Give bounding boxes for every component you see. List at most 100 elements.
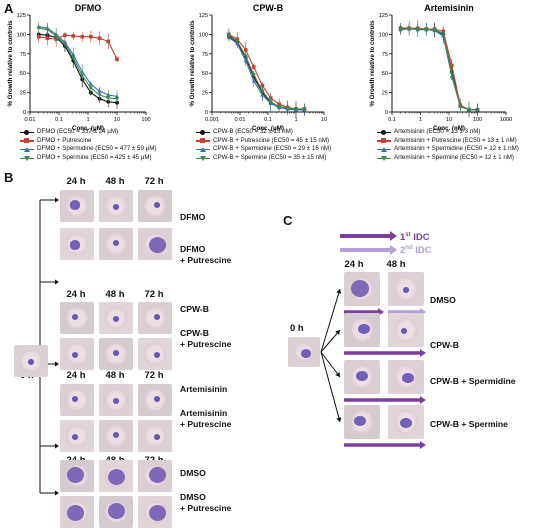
legend-first-idc-number: 1 (400, 232, 406, 244)
micrograph-tile (99, 460, 133, 492)
branch-arrow (320, 288, 341, 353)
legend-second-idc-text: IDC (412, 245, 432, 257)
parasite (107, 469, 125, 485)
micrograph-tile (138, 228, 172, 260)
legend-label: CPW-B + Spermine (EC50 = 35 ± 15 nM) (213, 153, 327, 161)
micrograph-tile (138, 420, 172, 452)
time-label-24h: 24 h (66, 370, 86, 381)
data-point (441, 32, 446, 36)
legend-second-idc-number: 2 (400, 245, 406, 257)
data-point (88, 86, 93, 91)
parasite (112, 204, 120, 210)
legend-entry: DFMO + Spermidine (EC50 = 477 ± 59 μM) (20, 145, 156, 154)
legend-label: CPW-B + Putrescine (EC50 = 45 ± 15 nM) (213, 136, 330, 144)
parasite (356, 370, 368, 382)
data-point (466, 108, 472, 112)
parasite (71, 396, 79, 402)
x-tick-label: 10 (446, 117, 452, 123)
parasite (69, 200, 81, 210)
arrowhead (336, 289, 342, 294)
chart-title: CPW-B (253, 3, 284, 13)
treatment-label: DMSO (430, 295, 456, 305)
data-point (285, 106, 290, 111)
y-tick-label: 0 (385, 110, 388, 116)
arrowhead (336, 417, 342, 422)
branch-arrow (320, 329, 341, 353)
legend-label: DFMO (EC50 = 337 ± 24 μM) (37, 128, 119, 135)
micrograph-tile (344, 272, 380, 306)
parasite (112, 316, 120, 322)
legend-first-idc: 1st IDC (400, 232, 430, 243)
treatment-label: Artemisinin (180, 384, 228, 394)
micrograph-tile (388, 272, 424, 306)
parasite (71, 314, 79, 320)
treatment-label: DFMO + Putrescine (180, 244, 232, 265)
legend-swatch (377, 155, 391, 161)
micrograph-tile (388, 405, 424, 439)
legend-label: DFMO + Spermidine (EC50 = 477 ± 59 μM) (37, 145, 157, 153)
micrograph-tile (60, 420, 94, 452)
data-point (97, 36, 102, 41)
legend-label: Artemisinin (EC50 = 13 ± 3 nM) (394, 128, 481, 135)
series-3 (226, 29, 307, 117)
legend-swatch (377, 129, 391, 135)
data-point (243, 54, 248, 59)
data-point (235, 39, 240, 44)
idc-arrowhead (420, 441, 426, 449)
chart-1: CPW-B 0 25 50 75 100 125 0.001 0.01 0.1 1 10 Conc. (… (189, 3, 327, 132)
data-point (63, 33, 67, 37)
parasite (112, 398, 120, 404)
parasite (148, 467, 166, 483)
x-axis-label: Conc. (μM) (72, 125, 104, 132)
data-point (251, 78, 256, 83)
x-tick-label: 1 (86, 117, 89, 123)
data-point (475, 108, 480, 112)
micrograph-tile (99, 384, 133, 416)
treatment-label: DFMO (180, 212, 206, 222)
legend-entry: Artemisinin (EC50 = 13 ± 3 nM) (377, 128, 519, 137)
x-tick-label: 1000 (500, 117, 512, 123)
time-label-72h: 72 h (144, 289, 164, 300)
treatment-label: DMSO + Putrescine (180, 492, 232, 513)
legend-entry: Artemisinin + Putrescine (EC50 = 13 ± 1 … (377, 137, 519, 146)
micrograph-tile (344, 405, 380, 439)
micrograph-tile (60, 190, 94, 222)
micrograph-tile (138, 190, 172, 222)
y-tick-label: 0 (205, 110, 208, 116)
series-line (38, 34, 118, 60)
legend-dfmo: DFMO (EC50 = 337 ± 24 μM) DFMO + Putresc… (20, 128, 156, 162)
micrograph-tile (138, 302, 172, 334)
micrograph-tile (60, 460, 94, 492)
arrowhead (55, 490, 59, 496)
parasite (107, 503, 125, 519)
series-line (228, 34, 305, 110)
treatment-label: CPW-B + Spermidine (430, 376, 516, 386)
micrograph-tile (60, 384, 94, 416)
legend-label: Artemisinin + Spermine (EC50 = 12 ± 1 nM… (394, 153, 514, 161)
x-axis-label: Conc. (μM) (252, 125, 284, 132)
time-label-72h: 72 h (144, 176, 164, 187)
parasite (402, 372, 414, 384)
data-point (398, 27, 403, 32)
parasite (66, 505, 84, 521)
micrograph-tile (344, 360, 380, 394)
micrograph-tile (138, 460, 172, 492)
idc-arrowhead (420, 396, 426, 404)
y-tick-label: 25 (382, 91, 388, 97)
arrowhead (335, 330, 340, 335)
legend-first-idc-suffix: st (405, 232, 411, 238)
data-point (71, 56, 76, 60)
legend-entry: DFMO + Spermine (EC50 = 425 ± 45 μM) (20, 154, 156, 163)
panel-letter-b: B (4, 170, 14, 185)
data-point (260, 83, 265, 88)
micrograph-tile (99, 190, 133, 222)
data-point (449, 72, 454, 77)
series-0 (226, 32, 307, 116)
data-point (106, 39, 111, 44)
micrograph-tile (99, 302, 133, 334)
data-point (415, 27, 420, 32)
y-axis-label: % Growth relative to controls (369, 20, 376, 107)
legend-label: DFMO + Putrescine (37, 136, 92, 144)
legend-label: CPW-B + Spermidine (EC50 = 29 ± 16 nM) (213, 145, 332, 153)
parasite (153, 314, 161, 320)
